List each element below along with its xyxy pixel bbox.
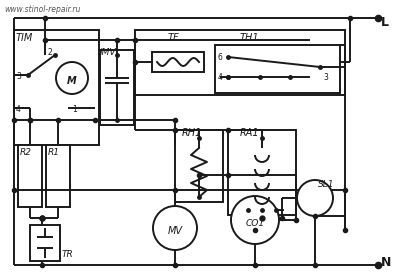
Bar	[46, 145, 70, 207]
Text: SL1: SL1	[318, 180, 334, 189]
Bar	[18, 145, 42, 207]
Bar	[215, 45, 340, 93]
Bar	[228, 130, 296, 215]
Text: 4: 4	[16, 105, 21, 114]
Text: N: N	[381, 256, 391, 268]
Text: 3: 3	[16, 72, 21, 81]
Text: MV: MV	[168, 226, 182, 236]
Circle shape	[231, 196, 279, 244]
Text: 6: 6	[218, 53, 223, 62]
Bar	[152, 52, 204, 72]
Text: 4: 4	[218, 73, 223, 82]
Text: RA1: RA1	[240, 128, 260, 138]
Bar	[175, 130, 223, 202]
Circle shape	[56, 62, 88, 94]
Text: R2: R2	[20, 148, 32, 157]
Circle shape	[153, 206, 197, 250]
Bar	[14, 30, 99, 145]
Text: CO1: CO1	[246, 218, 264, 227]
Text: M: M	[67, 76, 77, 86]
Text: TR: TR	[62, 250, 74, 259]
Bar	[135, 30, 345, 95]
Text: TH1: TH1	[240, 33, 260, 43]
Circle shape	[297, 180, 333, 216]
Text: IMV: IMV	[100, 48, 116, 57]
Text: www.stinol-repair.ru: www.stinol-repair.ru	[4, 5, 80, 14]
Text: 3: 3	[323, 73, 328, 82]
Bar	[30, 225, 60, 261]
Text: R1: R1	[48, 148, 60, 157]
Text: TIM: TIM	[16, 33, 33, 43]
Bar	[100, 50, 134, 125]
Text: RH1: RH1	[182, 128, 202, 138]
Text: L: L	[381, 16, 389, 28]
Text: 2: 2	[47, 48, 52, 57]
Text: 1: 1	[72, 105, 77, 114]
Text: TF: TF	[168, 33, 180, 43]
